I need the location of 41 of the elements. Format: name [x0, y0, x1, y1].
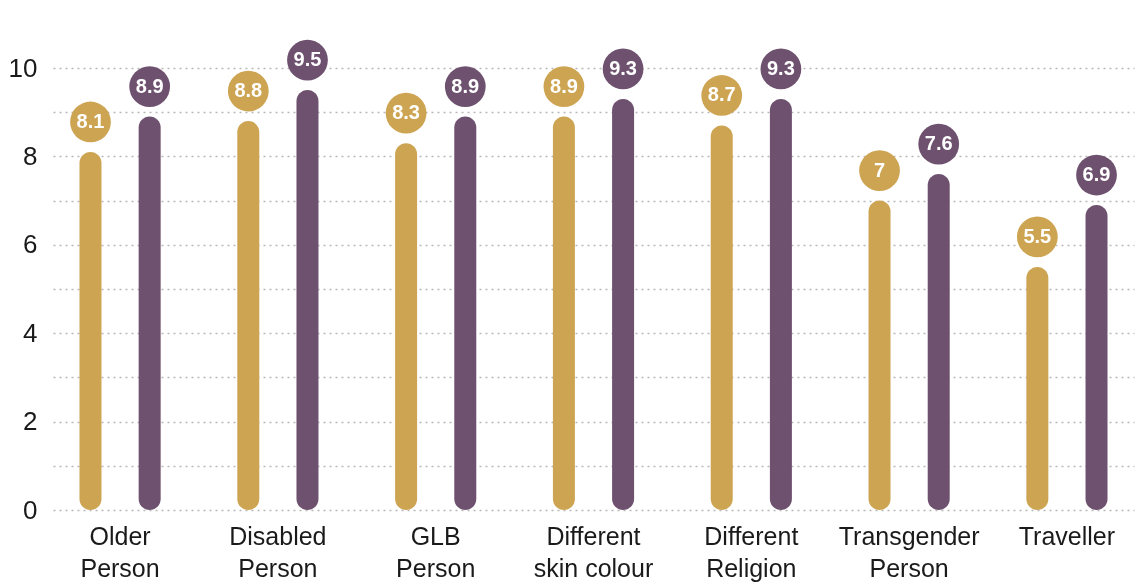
data-label: 9.5 — [293, 48, 322, 71]
y-tick-label: 4 — [23, 317, 38, 348]
bar — [927, 174, 950, 510]
bar — [79, 151, 102, 510]
data-label: 8.7 — [707, 83, 736, 106]
bar — [1085, 205, 1108, 510]
y-tick-label: 8 — [23, 140, 38, 171]
bar — [138, 116, 161, 510]
data-label: 8.8 — [234, 79, 263, 102]
data-label: 6.9 — [1082, 163, 1111, 186]
bar — [868, 200, 891, 510]
x-tick-label: Disabled Person — [229, 521, 327, 582]
x-tick-label: Different Religion — [704, 521, 799, 582]
bar — [1026, 266, 1049, 510]
data-label: 8.1 — [76, 109, 105, 132]
data-label: 8.9 — [550, 74, 578, 97]
bar — [296, 90, 319, 510]
y-tick-label: 0 — [23, 494, 38, 525]
data-label: 8.3 — [392, 101, 421, 124]
data-label: 5.5 — [1023, 224, 1052, 247]
bar — [612, 98, 635, 510]
bar — [710, 125, 733, 510]
y-tick-label: 2 — [23, 406, 38, 437]
x-tick-label: Traveller — [1018, 521, 1116, 550]
bar — [552, 116, 575, 510]
bar — [237, 121, 260, 510]
data-label: 9.3 — [766, 56, 795, 79]
data-label: 9.3 — [609, 56, 637, 79]
data-label: 7 — [873, 158, 886, 181]
data-label: 8.9 — [135, 74, 164, 97]
bar — [769, 98, 792, 510]
x-tick-label: Different skin colour — [533, 521, 654, 582]
x-tick-label: Older Person — [80, 521, 160, 582]
y-tick-label: 10 — [8, 52, 38, 83]
x-tick-label: Transgender Person — [838, 521, 980, 582]
data-label: 7.6 — [924, 132, 953, 155]
y-tick-label: 6 — [23, 229, 38, 260]
data-label: 8.9 — [451, 74, 480, 97]
bar — [395, 143, 418, 510]
bar — [454, 116, 477, 510]
x-tick-label: GLB Person — [396, 521, 476, 582]
